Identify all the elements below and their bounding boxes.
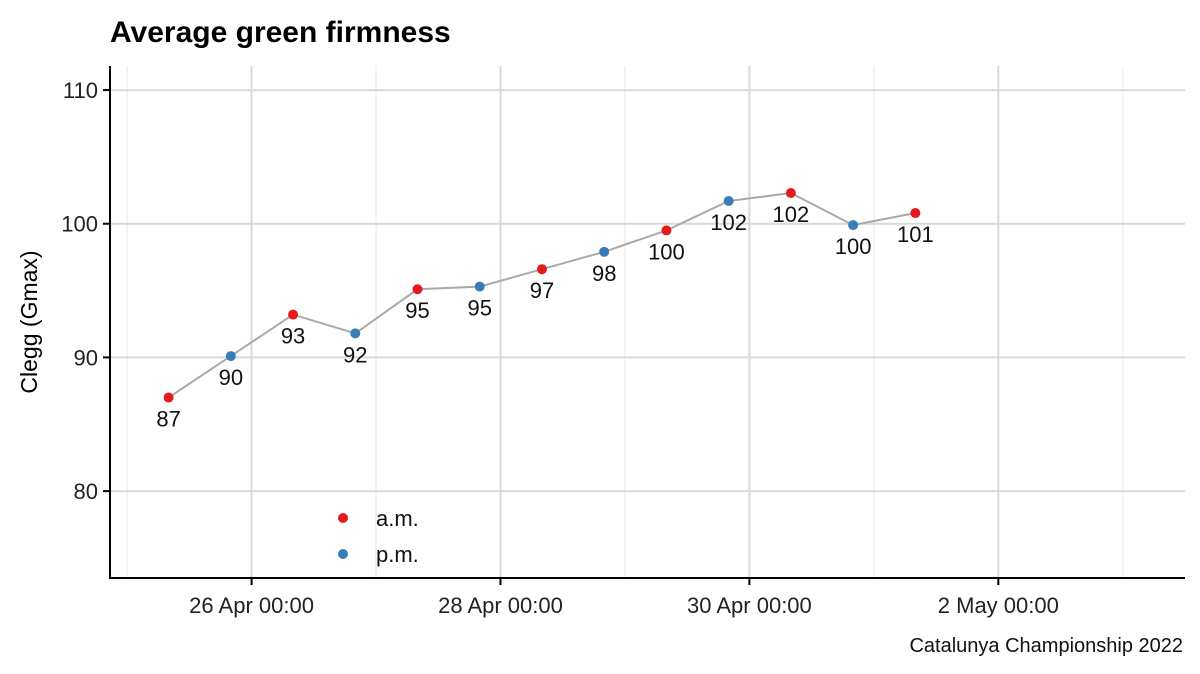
data-point — [474, 281, 485, 292]
data-point — [723, 196, 734, 207]
legend: a.m. p.m. — [338, 506, 419, 567]
y-tick-label: 80 — [74, 479, 98, 504]
data-point — [848, 220, 859, 231]
data-point — [661, 225, 672, 236]
y-tick-label: 100 — [61, 212, 98, 237]
data-points — [163, 187, 921, 403]
x-tick-label: 30 Apr 00:00 — [687, 593, 812, 618]
x-tick-label: 28 Apr 00:00 — [438, 593, 563, 618]
data-point — [163, 392, 174, 403]
data-label: 101 — [897, 222, 934, 247]
data-label: 100 — [648, 239, 685, 264]
y-tick-label: 90 — [74, 345, 98, 370]
data-label: 98 — [592, 261, 616, 286]
legend-label: a.m. — [376, 506, 419, 531]
x-tick-label: 2 May 00:00 — [938, 593, 1059, 618]
legend-marker — [338, 513, 348, 523]
data-label: 87 — [156, 407, 180, 432]
x-axis-ticks: 26 Apr 00:00 28 Apr 00:00 30 Apr 00:00 2 Ma… — [189, 578, 1059, 618]
data-point — [225, 351, 236, 362]
major-gridlines — [110, 66, 1185, 578]
y-tick-label: 110 — [63, 78, 98, 103]
data-label: 97 — [530, 278, 554, 303]
y-axis-ticks: 80 90 100 110 — [61, 78, 110, 504]
data-label: 92 — [343, 342, 367, 367]
data-point — [288, 309, 299, 320]
chart-title: Average green firmness — [110, 16, 451, 49]
data-point — [536, 264, 547, 275]
data-point — [785, 187, 796, 198]
y-axis-title: Clegg (Gmax) — [16, 250, 42, 393]
data-label: 95 — [467, 296, 491, 321]
minor-gridlines — [126, 66, 1124, 578]
data-label: 102 — [710, 210, 747, 235]
data-point — [412, 284, 423, 295]
data-point — [910, 208, 921, 219]
data-label: 102 — [773, 202, 810, 227]
data-label: 90 — [219, 365, 243, 390]
x-tick-label: 26 Apr 00:00 — [189, 593, 314, 618]
data-label: 93 — [281, 324, 305, 349]
data-label: 100 — [835, 234, 872, 259]
data-labels: 87 90 93 92 95 95 97 98 100 102 102 100 101 — [156, 202, 933, 432]
data-label: 95 — [405, 298, 429, 323]
data-point — [350, 328, 361, 339]
legend-marker — [338, 549, 348, 559]
chart-caption: Catalunya Championship 2022 — [909, 635, 1183, 657]
legend-label: p.m. — [376, 542, 419, 567]
data-point — [599, 246, 610, 257]
